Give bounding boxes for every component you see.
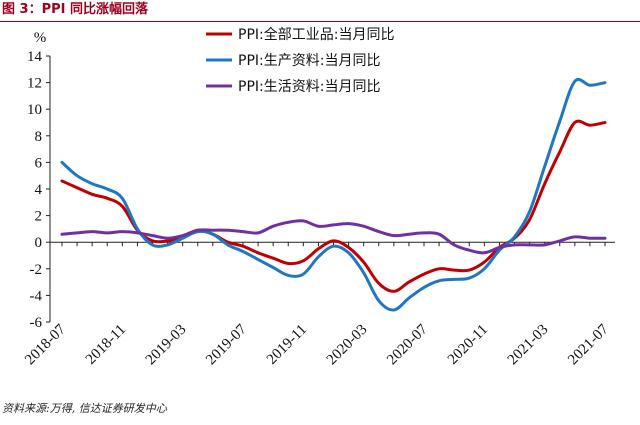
y-tick-label: 10 — [27, 102, 42, 118]
x-tick-label: 2021-07 — [565, 321, 612, 368]
x-tick-label: 2019-03 — [143, 322, 190, 369]
x-tick-label: 2021-03 — [505, 322, 552, 369]
source-note: 资料来源:万得, 信达证券研发中心 — [2, 402, 167, 415]
series-line-all-industrial — [60, 119, 607, 293]
legend-label: PPI:全部工业品:当月同比 — [238, 26, 394, 43]
legend-label: PPI:生活资料:当月同比 — [238, 79, 380, 95]
x-tick-label: 2020-11 — [445, 322, 491, 368]
series-line-producer-goods — [60, 77, 607, 312]
x-tick-label: 2020-03 — [324, 322, 371, 369]
y-tick-label: -6 — [30, 315, 43, 331]
y-axis-unit: % — [34, 30, 47, 46]
y-tick-label: 2 — [35, 209, 43, 225]
x-tick-label: 2020-07 — [384, 321, 431, 368]
figure-title: 图 3：PPI 同比涨幅回落 — [0, 0, 640, 22]
chart-legend: PPI:全部工业品:当月同比 PPI:生产资料:当月同比 PPI:生活资料:当月同比 — [206, 26, 394, 95]
y-tick-label: 12 — [27, 76, 42, 92]
x-tick-label: 2019-07 — [203, 321, 250, 368]
y-tick-label: 6 — [35, 155, 43, 171]
y-tick-label: 14 — [27, 49, 43, 65]
x-tick-label: 2018-11 — [83, 322, 129, 368]
y-tick-label: 0 — [35, 235, 43, 251]
legend-label: PPI:生产资料:当月同比 — [238, 53, 380, 69]
y-tick-label: 8 — [35, 129, 43, 145]
y-tick-label: -4 — [30, 288, 43, 304]
y-tick-label: -2 — [30, 262, 43, 278]
x-tick-label: 2019-11 — [264, 322, 310, 368]
y-tick-label: 4 — [35, 182, 43, 198]
series-layer — [60, 77, 607, 312]
series-line-consumer-goods — [60, 219, 607, 255]
